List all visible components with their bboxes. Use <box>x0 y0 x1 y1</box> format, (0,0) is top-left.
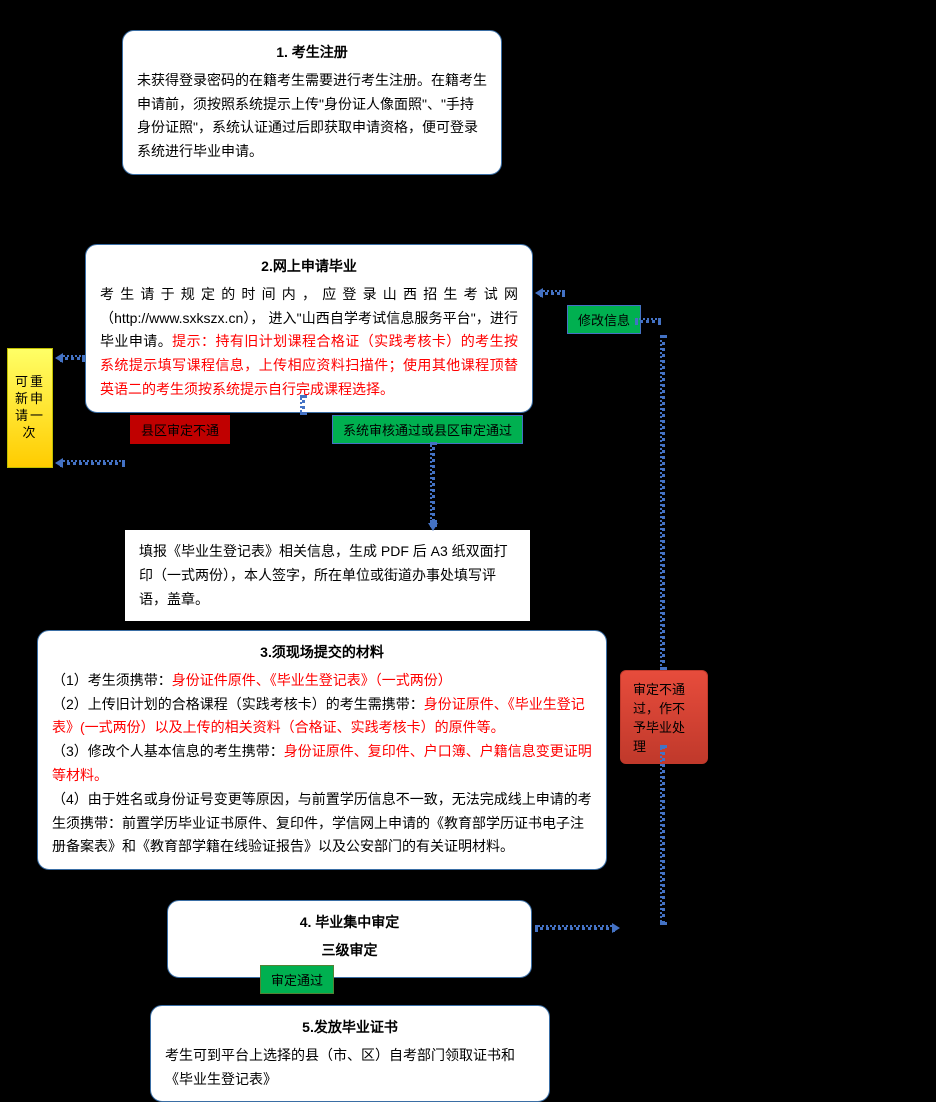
step3-line3: （3）修改个人基本信息的考生携带：身份证原件、复印件、户口簿、户籍信息变更证明等… <box>52 740 592 788</box>
step1-body: 未获得登录密码的在籍考生需要进行考生注册。在籍考生申请前，须按照系统提示上传"身… <box>137 69 487 164</box>
step1-title: 1. 考生注册 <box>137 41 487 65</box>
conn-step4-to-fail <box>535 925 615 930</box>
step2-box: 2.网上申请毕业 考生请于规定的时间内，应登录山西招生考试网（http://ww… <box>85 244 533 413</box>
step5-box: 5.发放毕业证书 考生可到平台上选择的县（市、区）自考部门领取证书和《毕业生登记… <box>150 1005 550 1102</box>
approve-label: 审定通过 <box>260 965 334 994</box>
step2-title: 2.网上申请毕业 <box>100 255 518 279</box>
step5-body: 考生可到平台上选择的县（市、区）自考部门领取证书和《毕业生登记表》 <box>165 1044 535 1092</box>
step4-title: 4. 毕业集中审定 <box>182 911 517 935</box>
modify-info-label: 修改信息 <box>567 305 641 334</box>
step4-box: 4. 毕业集中审定 三级审定 <box>167 900 532 978</box>
conn-pass-down <box>430 442 435 527</box>
step1-box: 1. 考生注册 未获得登录密码的在籍考生需要进行考生注册。在籍考生申请前，须按照… <box>122 30 502 175</box>
conn-step2-down <box>300 395 305 415</box>
system-pass-label: 系统审核通过或县区审定通过 <box>332 415 523 444</box>
step4-subtitle: 三级审定 <box>182 939 517 963</box>
conn-county-to-retry <box>60 460 125 465</box>
midbox: 填报《毕业生登记表》相关信息，生成 PDF 后 A3 纸双面打印（一式两份），本… <box>125 530 530 621</box>
midbox-body: 填报《毕业生登记表》相关信息，生成 PDF 后 A3 纸双面打印（一式两份），本… <box>139 540 516 611</box>
step3-line2: （2）上传旧计划的合格课程（实践考核卡）的考生需携带：身份证原件、《毕业生登记表… <box>52 693 592 741</box>
step3-title: 3.须现场提交的材料 <box>52 641 592 665</box>
conn-fail-up <box>660 745 665 925</box>
step5-title: 5.发放毕业证书 <box>165 1016 535 1040</box>
conn-modify-to-step2 <box>540 290 565 295</box>
step3-line4: （4）由于姓名或身份证号变更等原因，与前置学历信息不一致，无法完成线上申请的考生… <box>52 788 592 859</box>
conn-modify-right <box>635 318 661 323</box>
county-fail-label: 县区审定不通 <box>130 415 230 444</box>
conn-pass-down-arrow <box>430 520 435 526</box>
step3-line1: （1）考生须携带：身份证件原件、《毕业生登记表》（一式两份） <box>52 669 592 693</box>
retry-label: 可重新申请一次 <box>7 348 53 468</box>
step3-box: 3.须现场提交的材料 （1）考生须携带：身份证件原件、《毕业生登记表》（一式两份… <box>37 630 607 870</box>
conn-step2-to-retry-top <box>60 355 85 360</box>
conn-fail-to-modify-v <box>660 335 665 670</box>
